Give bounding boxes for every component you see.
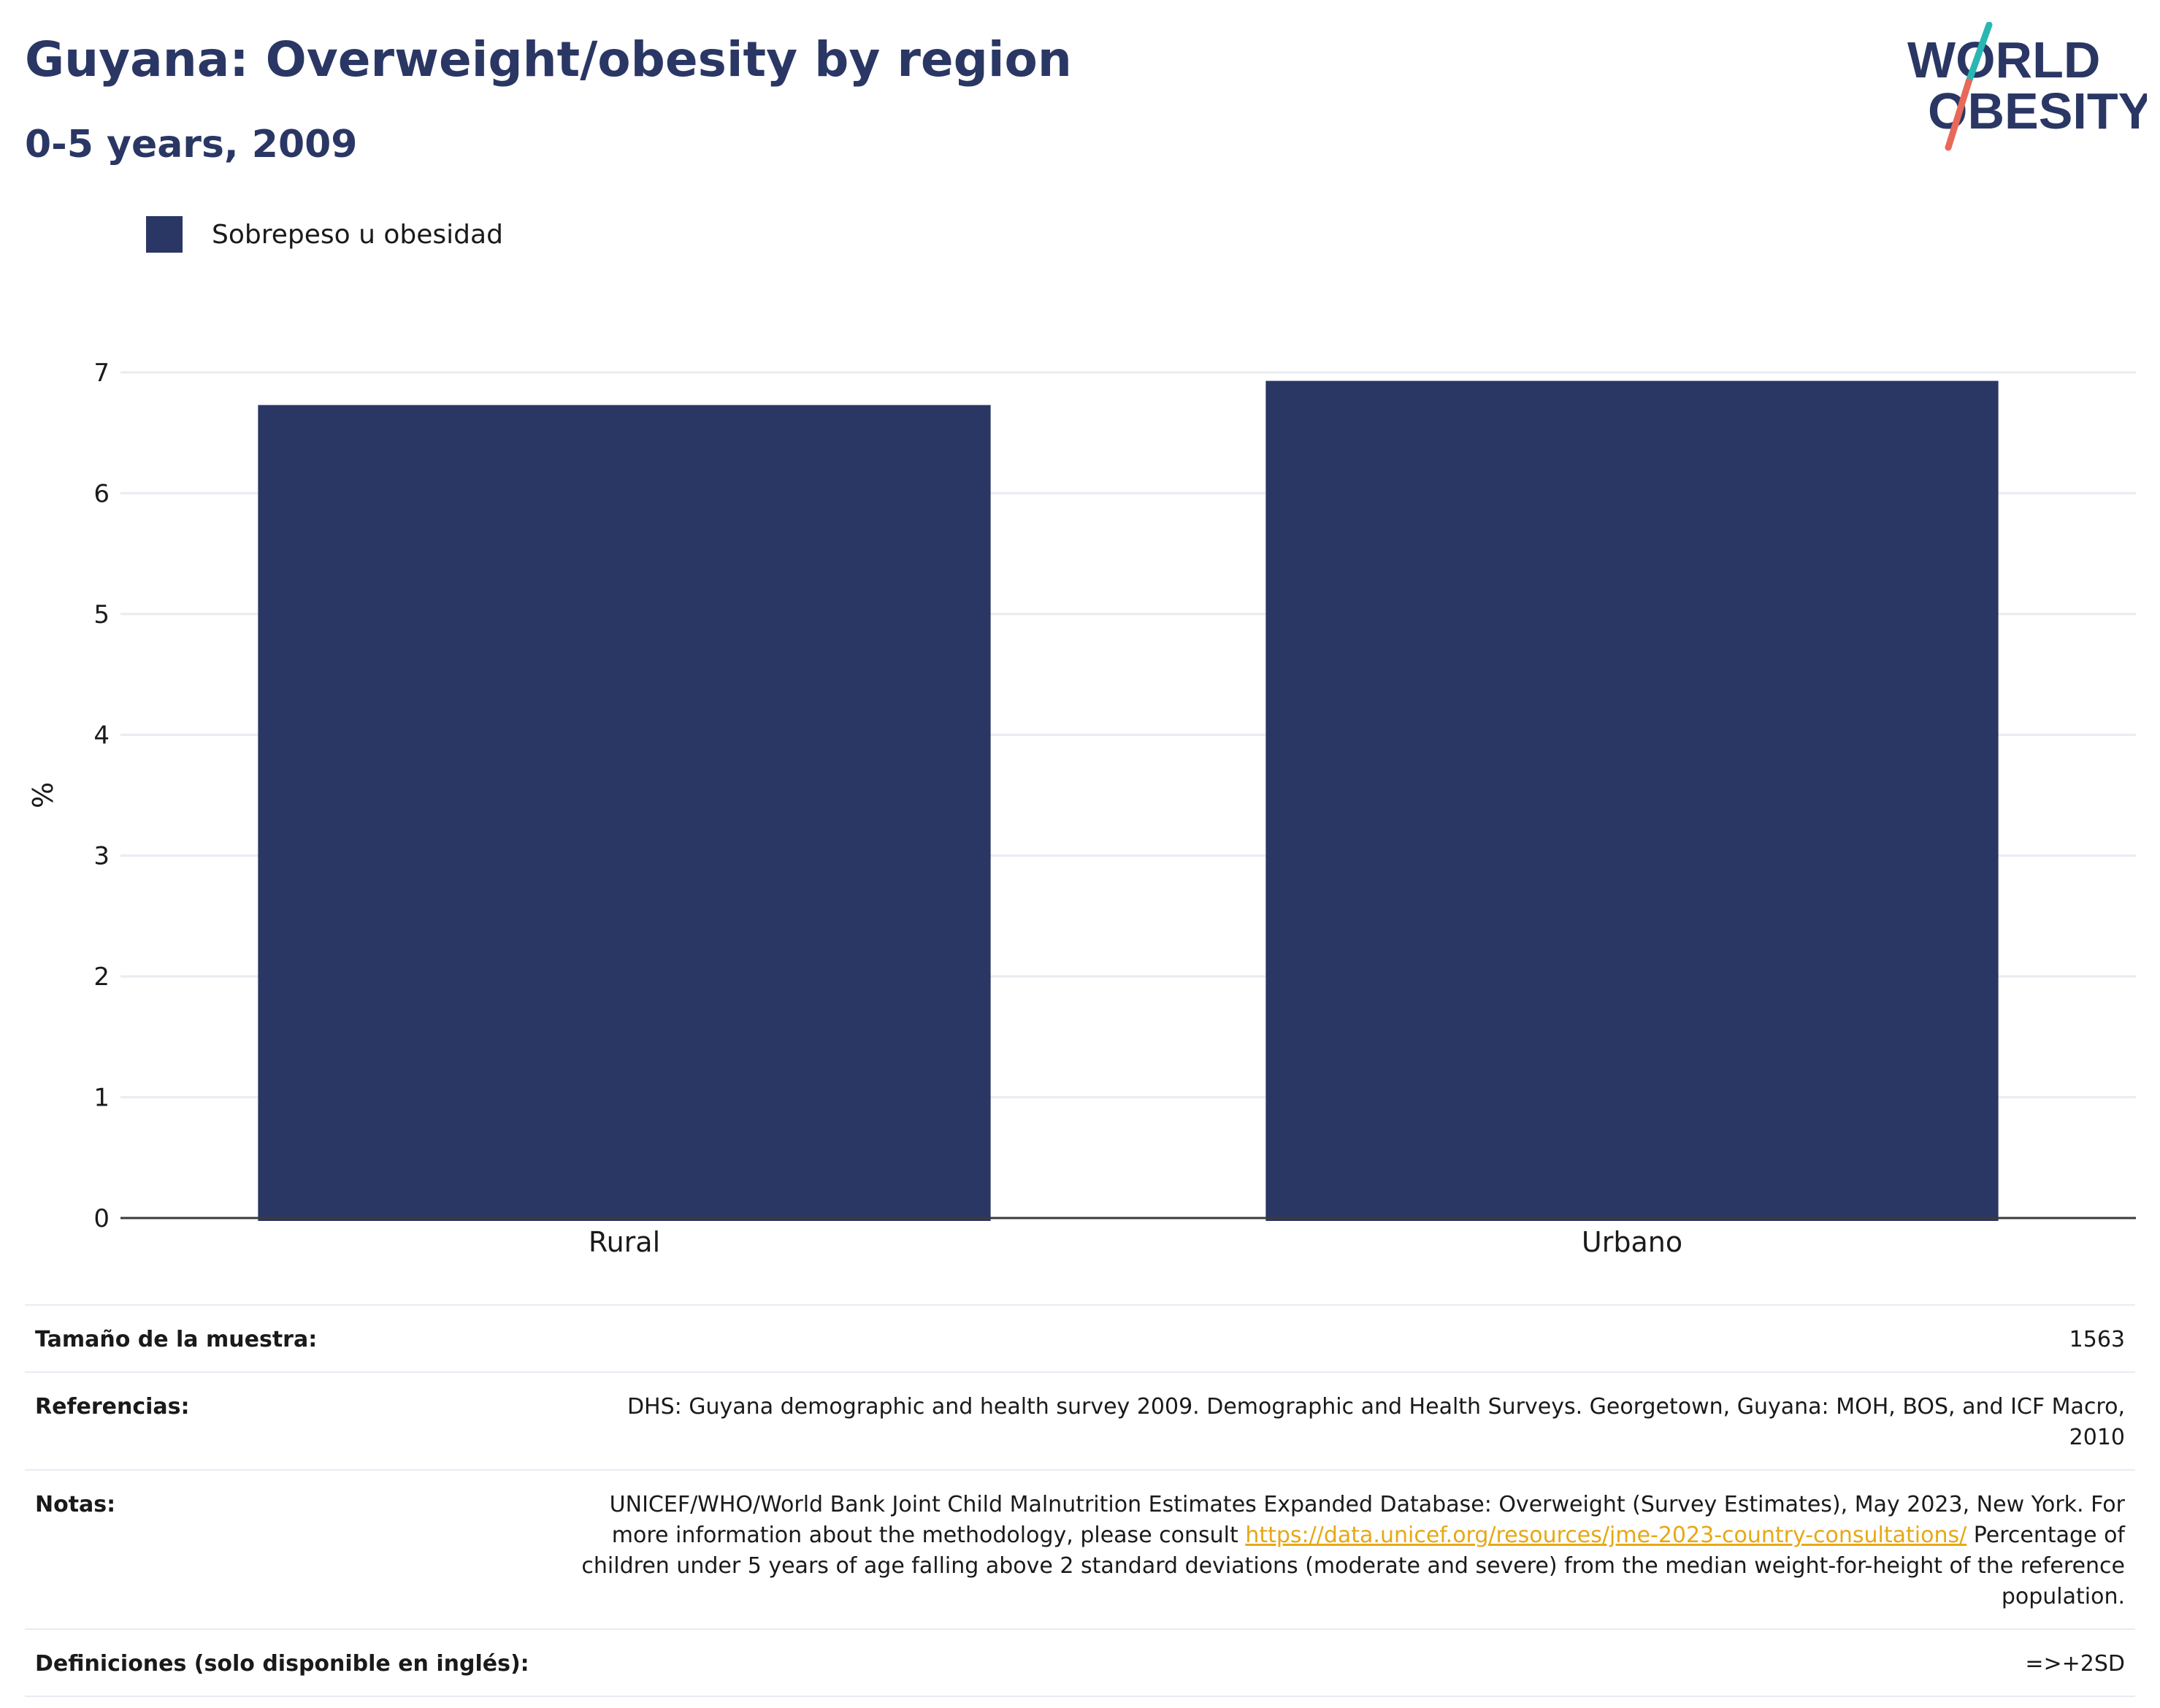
methodology-link[interactable]: https://data.unicef.org/resources/jme-20… xyxy=(1245,1523,1967,1548)
y-tick-label: 0 xyxy=(93,1204,110,1233)
meta-row-definitions: Definiciones (solo disponible en inglés)… xyxy=(25,1629,2135,1696)
logo-slash-top xyxy=(1965,22,1993,85)
notes-text-2: Percentage of children under 5 years of … xyxy=(581,1523,2125,1609)
chart-title: Guyana: Overweight/obesity by region xyxy=(25,31,1072,88)
y-tick-label: 2 xyxy=(93,962,110,992)
notes-value: UNICEF/WHO/World Bank Joint Child Malnut… xyxy=(571,1470,2135,1629)
bar-rural xyxy=(258,405,991,1221)
meta-row-references: Referencias: DHS: Guyana demographic and… xyxy=(25,1372,2135,1470)
bar-urbano xyxy=(1265,380,1999,1221)
references-value: DHS: Guyana demographic and health surve… xyxy=(627,1394,2125,1450)
y-tick-label: 4 xyxy=(93,721,110,750)
notes-label: Notas: xyxy=(35,1492,116,1517)
metadata-table: Tamaño de la muestra: 1563 Referencias: … xyxy=(25,1304,2135,1697)
x-tick-label: Rural xyxy=(589,1226,660,1258)
sample-size-label: Tamaño de la muestra: xyxy=(35,1327,318,1352)
notes-text-1: UNICEF/WHO/World Bank Joint Child Malnut… xyxy=(609,1492,2125,1548)
chart-subtitle: 0-5 years, 2009 xyxy=(25,123,358,166)
meta-row-notes: Notas: UNICEF/WHO/World Bank Joint Child… xyxy=(25,1470,2135,1629)
definitions-value: =>+2SD xyxy=(2025,1651,2125,1677)
world-obesity-logo: WORLD OBESITY xyxy=(1907,22,2147,151)
y-tick-label: 5 xyxy=(93,600,110,629)
y-axis-label: % xyxy=(27,782,59,808)
references-label: Referencias: xyxy=(35,1394,190,1420)
y-tick-label: 7 xyxy=(93,359,110,388)
logo-slash-bottom xyxy=(1945,78,1972,151)
y-tick-label: 6 xyxy=(93,479,110,508)
legend: Sobrepeso u obesidad xyxy=(146,216,503,253)
definitions-label: Definiciones (solo disponible en inglés)… xyxy=(35,1651,529,1677)
sample-size-value: 1563 xyxy=(2069,1327,2125,1352)
meta-row-sample-size: Tamaño de la muestra: 1563 xyxy=(25,1305,2135,1372)
legend-swatch xyxy=(146,216,183,253)
logo-word-world: WORLD xyxy=(1907,31,2100,88)
x-tick-label: Urbano xyxy=(1582,1226,1682,1258)
y-tick-label: 3 xyxy=(93,842,110,871)
bar-chart: 0 1 2 3 4 5 6 7 Rural Urbano% xyxy=(27,359,2136,1258)
legend-label: Sobrepeso u obesidad xyxy=(212,219,503,250)
y-tick-label: 1 xyxy=(93,1084,110,1113)
